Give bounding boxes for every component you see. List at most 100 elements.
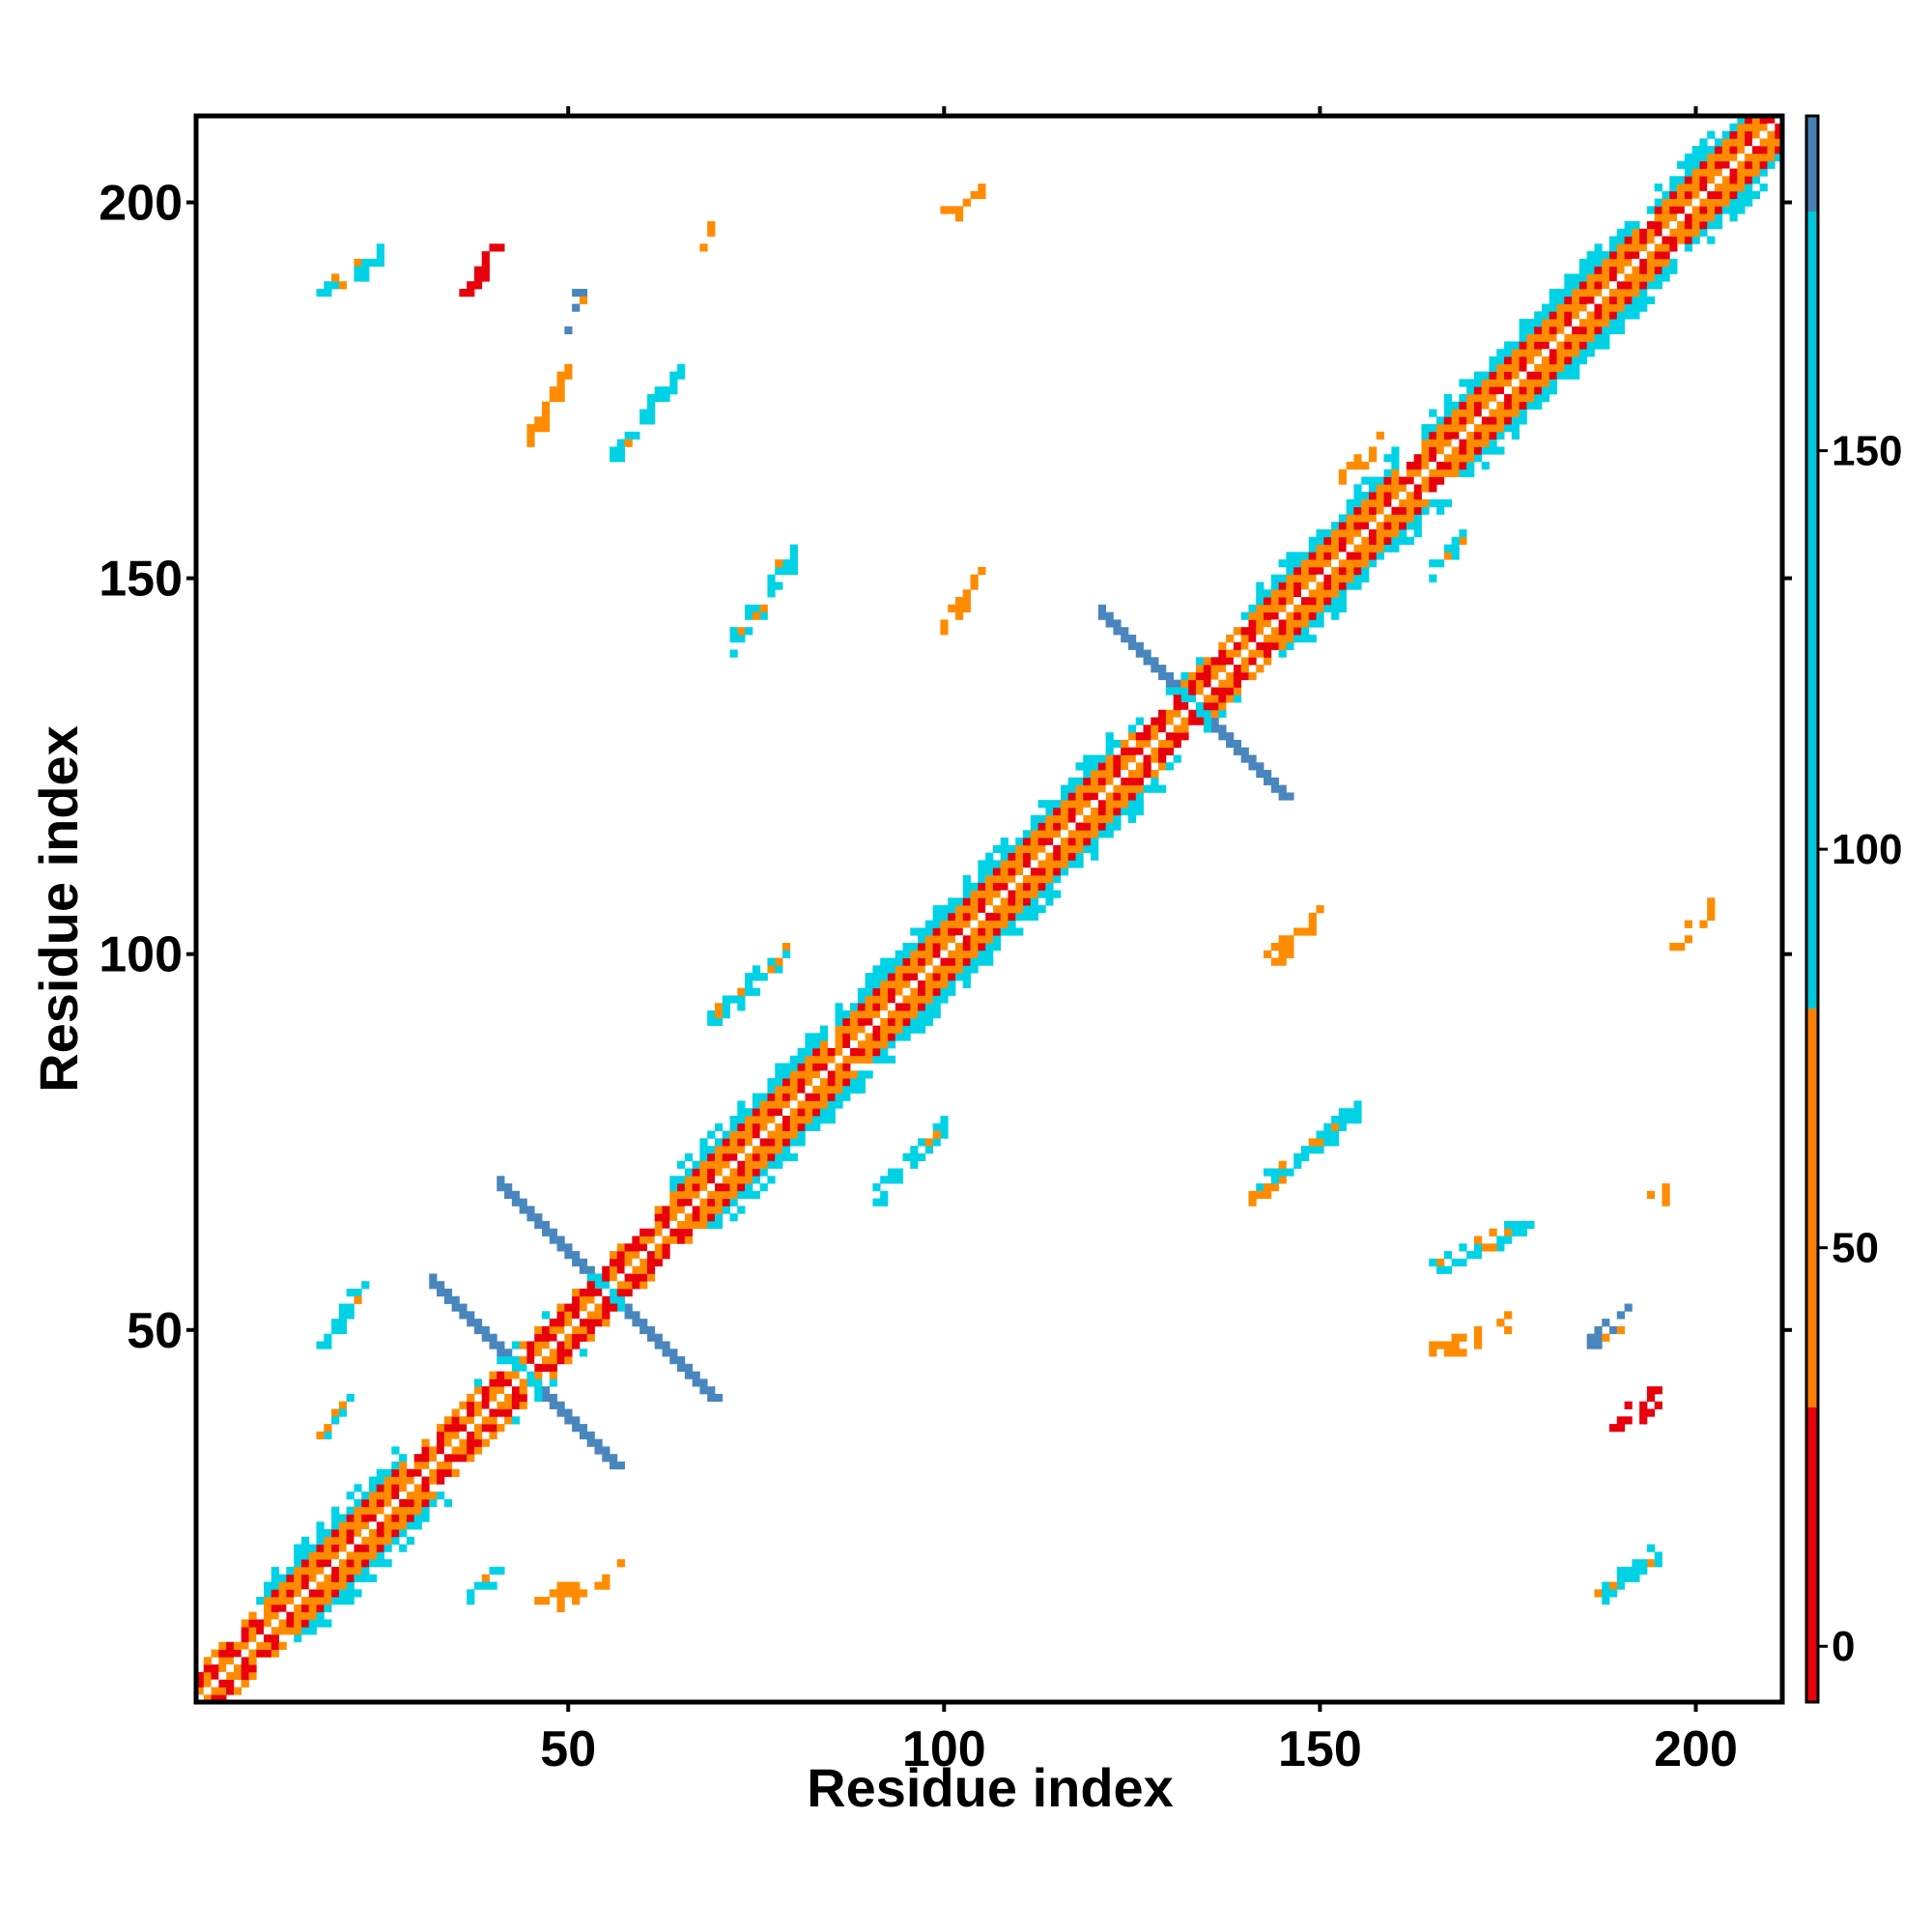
diagonal-cell <box>1429 461 1437 469</box>
contact-cell <box>789 1078 798 1087</box>
contact-cell <box>1383 514 1392 523</box>
contact-cell <box>1578 333 1588 342</box>
contact-cell <box>1135 792 1144 801</box>
contact-cell <box>1751 190 1761 199</box>
contact-cell <box>602 1295 611 1304</box>
contact-cell <box>1113 784 1122 793</box>
contact-cell <box>1105 762 1114 771</box>
contact-cell <box>1278 582 1287 590</box>
contact-cell <box>752 1130 761 1139</box>
contact-cell <box>1699 138 1708 147</box>
diagonal-cell <box>1323 566 1332 575</box>
diagonal-cell <box>880 1010 888 1018</box>
contact-cell <box>1677 236 1686 244</box>
contact-cell <box>1586 319 1595 327</box>
contact-cell <box>714 1160 724 1169</box>
contact-cell <box>1226 649 1235 658</box>
contact-cell <box>1264 657 1272 666</box>
contact-cell <box>1548 363 1557 372</box>
contact-cell <box>473 1431 483 1440</box>
contact-cell <box>1624 1566 1633 1576</box>
contact-cell <box>1572 363 1580 372</box>
contact-cell <box>1556 311 1565 320</box>
contact-cell <box>1075 762 1084 771</box>
contact-cell <box>586 1319 595 1327</box>
contact-cell <box>586 1273 595 1282</box>
contact-cell <box>1233 627 1242 636</box>
diagonal-cell <box>1443 446 1452 455</box>
contact-cell <box>519 1341 527 1350</box>
contact-cell <box>1248 754 1257 763</box>
contact-cell <box>541 1333 551 1342</box>
diagonal-cell <box>1548 341 1557 350</box>
contact-cell <box>1737 160 1746 169</box>
contact-cell <box>782 1146 791 1154</box>
contact-cell <box>1586 333 1595 342</box>
contact-cell <box>278 1641 287 1650</box>
contact-cell <box>624 1273 633 1282</box>
contact-cell <box>294 1611 302 1620</box>
contact-cell <box>1097 814 1107 823</box>
contact-cell <box>248 1619 257 1628</box>
contact-cell <box>278 1619 287 1628</box>
diagonal-cell <box>684 1206 693 1214</box>
contact-cell <box>1451 446 1460 455</box>
contact-cell <box>1646 296 1656 304</box>
contact-cell <box>1473 409 1483 417</box>
diagonal-cell <box>872 1017 881 1026</box>
contact-cell <box>1578 341 1588 350</box>
contact-cell <box>1646 266 1656 274</box>
contact-cell <box>264 1649 272 1658</box>
contact-cell <box>1639 258 1648 268</box>
contact-cell <box>948 973 956 981</box>
contact-cell <box>1429 476 1437 485</box>
contact-cell <box>384 1492 392 1500</box>
contact-cell <box>827 1108 836 1117</box>
contact-cell <box>948 950 956 958</box>
contact-cell <box>594 1311 603 1320</box>
contact-cell <box>918 950 926 958</box>
contact-cell <box>549 1401 557 1409</box>
contact-cell <box>556 1597 565 1605</box>
contact-cell <box>729 1138 738 1147</box>
contact-cell <box>1383 454 1392 463</box>
contact-cell <box>331 1536 340 1545</box>
contact-cell <box>729 649 738 658</box>
contact-cell <box>902 965 911 974</box>
contact-cell <box>1151 770 1159 779</box>
contact-cell <box>1376 529 1384 538</box>
contact-cell <box>556 1581 565 1590</box>
contact-cell <box>1526 349 1535 357</box>
contact-cell <box>729 1130 738 1139</box>
contact-cell <box>616 1243 625 1252</box>
contact-cell <box>361 1498 370 1508</box>
contact-cell <box>910 927 919 936</box>
contact-cell <box>226 1657 235 1665</box>
contact-cell <box>1075 777 1084 785</box>
contact-cell <box>1406 536 1415 545</box>
contact-cell <box>1188 679 1197 688</box>
contact-cell <box>1067 792 1076 801</box>
contact-cell <box>1451 461 1460 470</box>
contact-cell <box>632 1236 640 1244</box>
contact-cell <box>910 1152 919 1162</box>
contact-cell <box>1060 792 1069 801</box>
diagonal-cell <box>473 1416 482 1425</box>
contact-cell <box>384 1468 392 1477</box>
diagonal-cell <box>459 1431 468 1439</box>
contact-cell <box>1218 724 1227 733</box>
contact-cell <box>1045 814 1054 823</box>
contact-cell <box>759 604 768 613</box>
contact-cell <box>324 1619 332 1628</box>
contact-cell <box>1278 589 1287 598</box>
contact-cell <box>714 1198 724 1207</box>
diagonal-cell <box>354 1536 362 1545</box>
contact-cell <box>1489 446 1497 455</box>
contact-cell <box>1541 319 1550 327</box>
contact-cell <box>1669 190 1678 199</box>
contact-cell <box>1151 747 1159 755</box>
diagonal-cell <box>1173 717 1181 725</box>
contact-cell <box>782 1138 791 1147</box>
contact-cell <box>978 957 986 966</box>
contact-cell <box>865 1047 873 1057</box>
